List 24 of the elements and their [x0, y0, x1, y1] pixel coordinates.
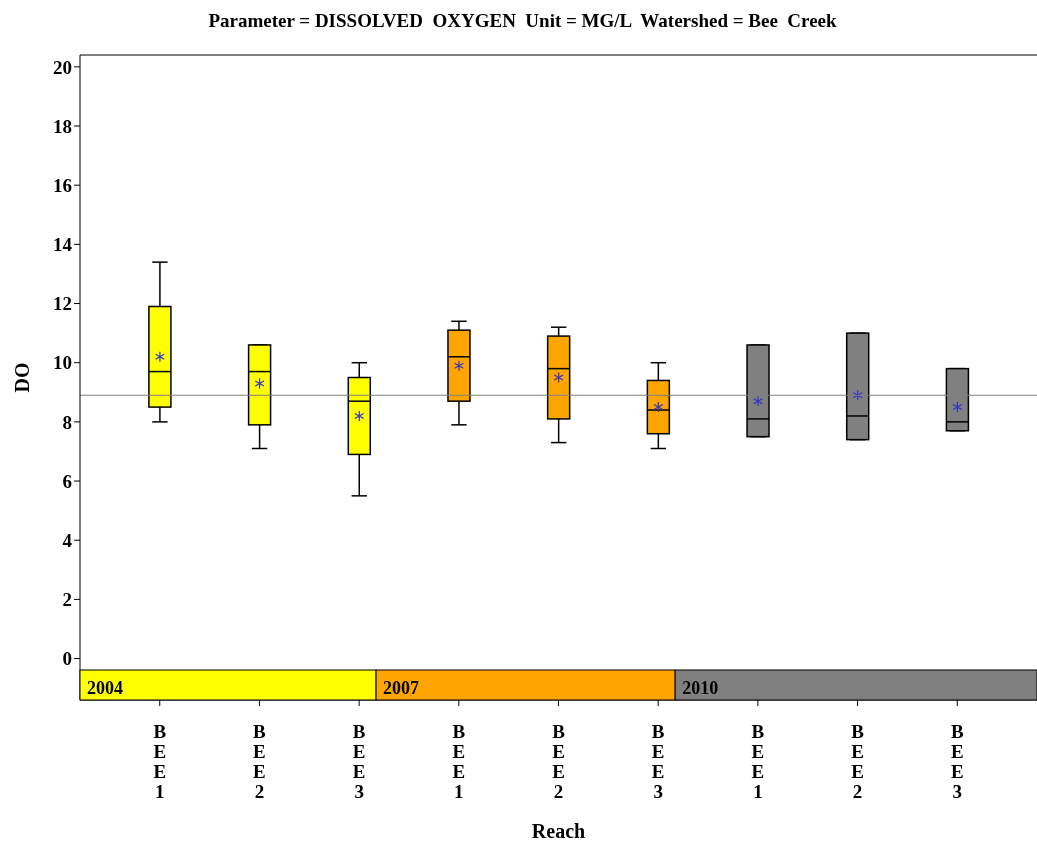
y-tick-label: 8 — [62, 411, 72, 433]
x-tick-label: BEE3 — [651, 721, 665, 802]
x-tick-label: BEE2 — [552, 721, 566, 802]
y-tick-label: 14 — [53, 234, 73, 256]
chart-title: Parameter = DISSOLVED OXYGEN Unit = MG/L Watershed = Bee Creek — [207, 10, 838, 32]
y-tick-label: 10 — [53, 352, 72, 374]
x-axis-title: Reach — [531, 820, 586, 842]
x-tick-label: BEE1 — [452, 721, 466, 802]
y-tick-label: 4 — [62, 529, 73, 551]
y-tick-label: 0 — [62, 648, 72, 670]
y-tick-label: 20 — [53, 56, 72, 78]
year-legend-strip: 2004 2007 2010 — [79, 669, 1037, 701]
y-tick-label: 6 — [62, 470, 72, 492]
x-tick-label: BEE3 — [950, 721, 964, 802]
y-tick-label: 2 — [62, 589, 72, 611]
x-tick-label: BEE1 — [751, 721, 765, 802]
y-tick-label: 16 — [53, 174, 72, 196]
y-tick-label: 12 — [53, 293, 72, 315]
x-tick-label: BEE2 — [851, 721, 865, 802]
x-tick-label: BEE1 — [153, 721, 167, 802]
x-tick-label: BEE3 — [352, 721, 366, 802]
x-tick-label: BEE2 — [253, 721, 267, 802]
y-tick-label: 18 — [53, 115, 72, 137]
y-axis-title: DO — [11, 362, 34, 393]
